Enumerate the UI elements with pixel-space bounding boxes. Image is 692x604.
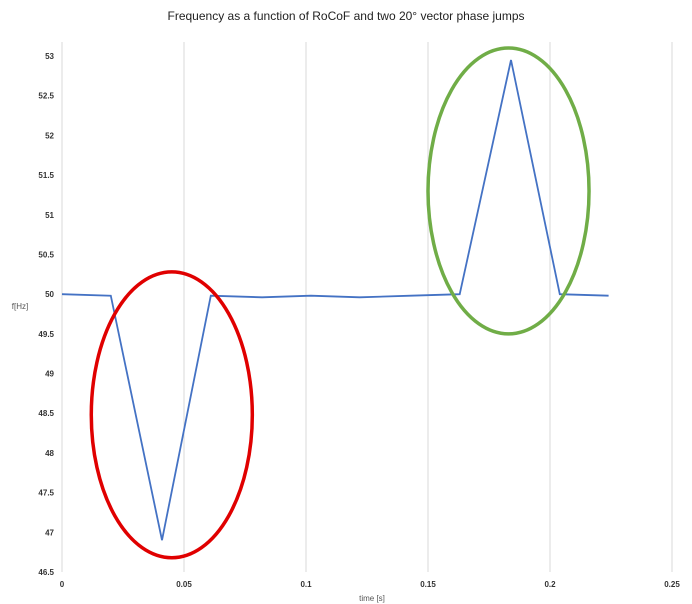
y-axis-ticks: 46.5 47 47.5 48 48.5 49 49.5 50 50.5 51 51.5 52 52.5…	[38, 52, 54, 577]
x-tick-label: 0.25	[664, 580, 680, 589]
spike-highlight-ellipse	[426, 46, 591, 336]
series-group	[61, 59, 609, 541]
grid-lines	[61, 42, 673, 572]
x-tick-label: 0.05	[176, 580, 192, 589]
chart-title: Frequency as a function of RoCoF and two…	[168, 9, 525, 23]
y-tick-label: 50.5	[38, 250, 54, 259]
y-tick-label: 49	[45, 370, 54, 379]
dip-highlight-ellipse	[89, 270, 255, 560]
y-tick-label: 49.5	[38, 330, 54, 339]
annotations-group	[89, 46, 591, 560]
y-tick-label: 52	[45, 131, 54, 140]
x-tick-label: 0.2	[544, 580, 556, 589]
frequency-series-line	[61, 59, 609, 541]
x-tick-label: 0	[60, 580, 65, 589]
y-tick-label: 51	[45, 211, 54, 220]
y-tick-label: 51.5	[38, 171, 54, 180]
y-tick-label: 47.5	[38, 489, 54, 498]
x-axis-ticks: 0 0.05 0.1 0.15 0.2 0.25	[60, 580, 681, 589]
x-tick-label: 0.1	[300, 580, 312, 589]
y-tick-label: 48.5	[38, 409, 54, 418]
y-tick-label: 50	[45, 290, 54, 299]
y-tick-label: 52.5	[38, 92, 54, 101]
y-tick-label: 46.5	[38, 568, 54, 577]
y-tick-label: 48	[45, 449, 54, 458]
y-axis-label: f[Hz]	[12, 302, 28, 311]
y-tick-label: 47	[45, 528, 54, 537]
x-tick-label: 0.15	[420, 580, 436, 589]
x-axis-label: time [s]	[359, 594, 385, 603]
y-tick-label: 53	[45, 52, 54, 61]
